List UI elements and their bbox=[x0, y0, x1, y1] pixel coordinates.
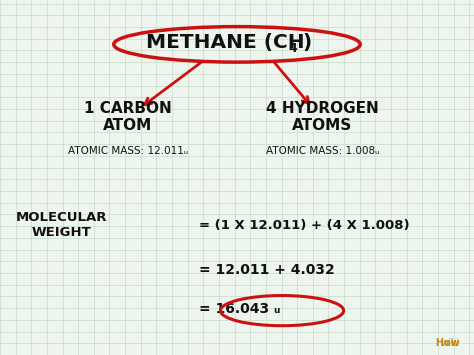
Text: = (1 X 12.011) + (4 X 1.008): = (1 X 12.011) + (4 X 1.008) bbox=[199, 219, 410, 232]
Text: ): ) bbox=[302, 33, 312, 52]
Text: wiki: wiki bbox=[441, 338, 460, 348]
Text: 4 HYDROGEN
ATOMS: 4 HYDROGEN ATOMS bbox=[266, 101, 379, 133]
Text: ATOMIC MASS: 12.011ᵤ: ATOMIC MASS: 12.011ᵤ bbox=[68, 146, 188, 156]
Text: 4: 4 bbox=[289, 43, 297, 55]
Text: = 16.043 ᵤ: = 16.043 ᵤ bbox=[199, 302, 281, 316]
Text: MOLECULAR
WEIGHT: MOLECULAR WEIGHT bbox=[16, 212, 108, 239]
Text: 1 CARBON
ATOM: 1 CARBON ATOM bbox=[84, 101, 172, 133]
Text: ATOMIC MASS: 1.008ᵤ: ATOMIC MASS: 1.008ᵤ bbox=[266, 146, 379, 156]
Text: = 12.011 + 4.032: = 12.011 + 4.032 bbox=[199, 263, 335, 277]
Text: How: How bbox=[419, 338, 460, 348]
Text: METHANE (CH: METHANE (CH bbox=[146, 33, 304, 52]
